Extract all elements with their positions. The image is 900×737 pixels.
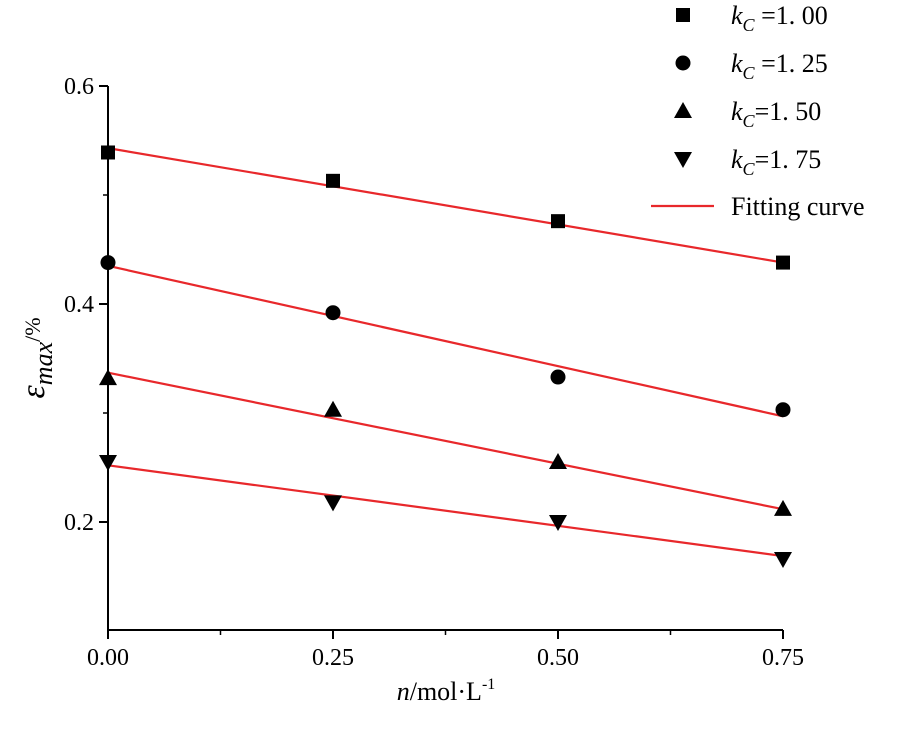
legend-label: kC =1. 00	[731, 1, 828, 35]
axes: 0.00 0.25 0.50 0.75 0.2 0.4 0.6	[64, 74, 804, 671]
data-point-square	[101, 145, 115, 160]
x-tick-label: 0.25	[312, 645, 354, 671]
legend-marker-triangle-down	[674, 152, 692, 168]
fitting-curve-line	[107, 147, 784, 264]
data-point-triangle-up	[774, 499, 792, 516]
data-points	[99, 145, 792, 569]
data-point-triangle-up	[99, 369, 117, 386]
x-tick-label: 0.75	[762, 645, 804, 671]
x-tick-label: 0.50	[537, 645, 579, 671]
legend-label: kC=1. 75	[731, 145, 821, 179]
data-point-square	[326, 173, 340, 188]
x-axis-title: n/mol·L-1	[397, 676, 496, 706]
data-point-triangle-down	[324, 495, 342, 512]
y-tick-label: 0.4	[64, 292, 94, 318]
data-point-square	[776, 255, 790, 270]
legend-fit-label: Fitting curve	[731, 192, 865, 221]
x-tick-label: 0.00	[87, 645, 129, 671]
fitting-curve-line	[107, 371, 784, 511]
data-point-circle	[100, 255, 116, 271]
fitting-curve-line	[107, 264, 784, 418]
data-point-square	[551, 214, 565, 229]
fitting-curve-line	[107, 464, 784, 558]
data-point-circle	[325, 305, 341, 321]
data-point-circle	[775, 402, 791, 418]
legend-marker-triangle-up	[674, 102, 692, 118]
legend-label: kC=1. 50	[731, 97, 821, 131]
y-axis-title: εmax/%	[15, 317, 58, 398]
legend-label: kC =1. 25	[731, 49, 828, 83]
legend-marker-circle	[675, 55, 691, 71]
data-point-triangle-up	[324, 400, 342, 417]
fitting-lines	[107, 147, 784, 558]
data-point-circle	[550, 369, 566, 385]
y-tick-label: 0.6	[64, 74, 94, 100]
legend: kC =1. 00 kC =1. 25 kC=1. 50 kC=1. 75 Fittin…	[651, 1, 865, 221]
legend-marker-square	[676, 8, 690, 22]
data-point-triangle-down	[774, 552, 792, 569]
axis-titles: n/mol·L-1 εmax/%	[15, 317, 495, 706]
data-point-triangle-down	[99, 455, 117, 472]
data-point-triangle-down	[549, 515, 567, 531]
y-tick-label: 0.2	[64, 510, 94, 536]
data-point-triangle-up	[549, 453, 567, 470]
